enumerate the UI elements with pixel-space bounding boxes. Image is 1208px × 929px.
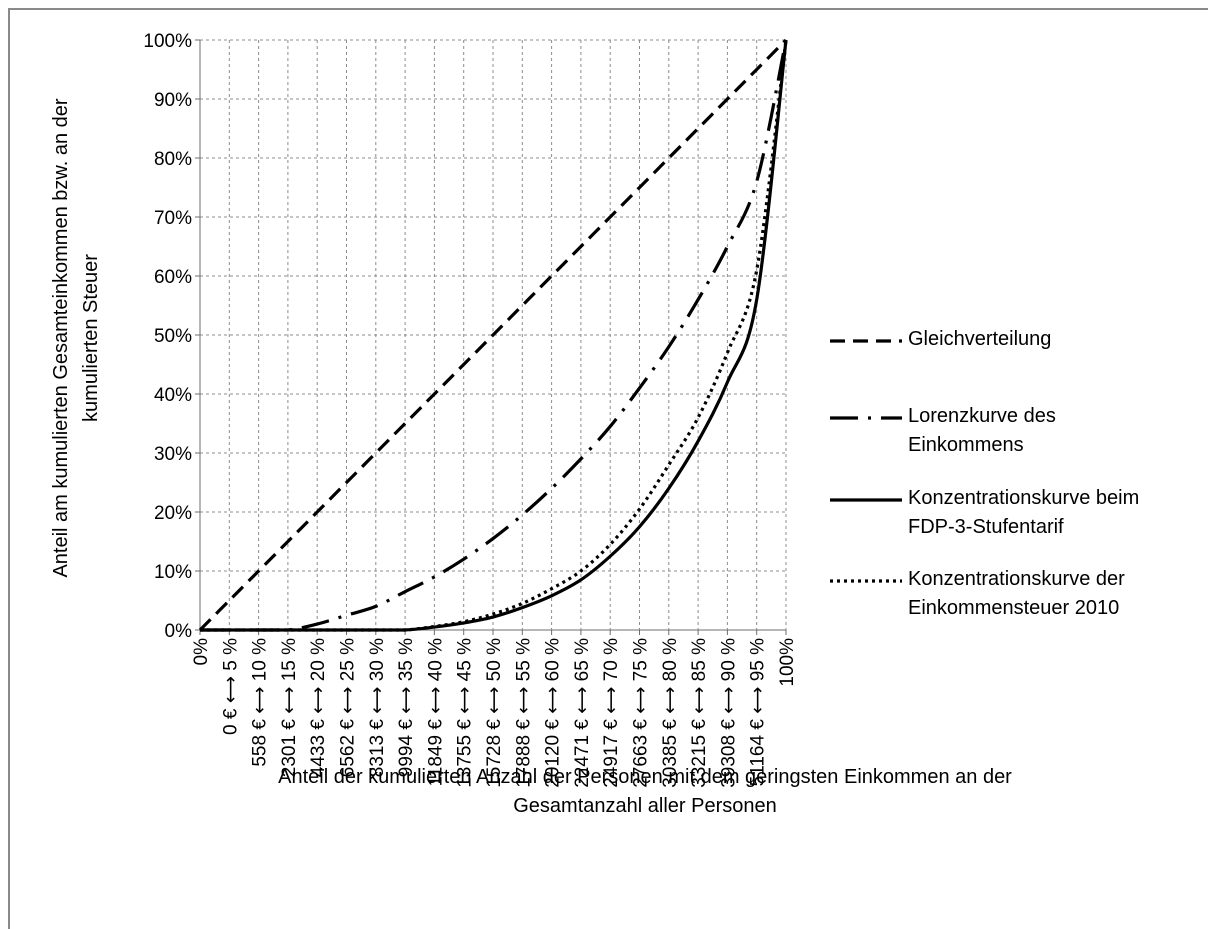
series-gleichverteilung-line bbox=[198, 38, 788, 632]
legend-label: FDP-3-Stufentarif bbox=[908, 516, 1064, 538]
legend: Gleichverteilung Lorenzkurve des Einkommen… bbox=[830, 328, 1139, 619]
x-tick-label: 558 € ⟷ 10 % bbox=[250, 638, 271, 767]
x-tick-label: 13755 € ⟷ 45 % bbox=[455, 638, 476, 788]
y-tick-label: 50% bbox=[154, 326, 192, 347]
x-tick-label: 8313 € ⟷ 30 % bbox=[367, 638, 388, 777]
x-axis-title-line-1: Anteil der kumulierten Anzahl der Person… bbox=[278, 766, 1012, 788]
series-lorenzkurve-line bbox=[200, 39, 788, 632]
y-axis-title: Anteil am kumulierten Gesamteinkommen bz… bbox=[50, 98, 102, 577]
x-tick-label: 20120 € ⟷ 60 % bbox=[543, 638, 564, 788]
y-tick-label: 90% bbox=[154, 90, 192, 111]
y-tick-label: 30% bbox=[154, 444, 192, 465]
legend-label: Konzentrationskurve der bbox=[908, 568, 1125, 590]
x-tick-label: 39308 € ⟷ 90 % bbox=[718, 638, 739, 788]
y-tick-label: 10% bbox=[154, 562, 192, 583]
x-tick-label: 11849 € ⟷ 40 % bbox=[425, 638, 446, 786]
y-tick-label: 70% bbox=[154, 208, 192, 229]
y-tick-label: 60% bbox=[154, 267, 192, 288]
legend-label: Einkommens bbox=[908, 434, 1024, 456]
x-tick-label: 4433 € ⟷ 20 % bbox=[308, 638, 329, 777]
x-axis-title-line-2: Gesamtanzahl aller Personen bbox=[513, 795, 776, 817]
chart-frame bbox=[8, 8, 1208, 929]
legend-label: Einkommensteuer 2010 bbox=[908, 597, 1119, 619]
legend-label: Lorenzkurve des bbox=[908, 405, 1056, 427]
series-fdp-konzentration-line bbox=[200, 39, 788, 632]
x-tick-label: 30385 € ⟷ 80 % bbox=[660, 638, 681, 788]
x-tick-label: 51164 € ⟷ 95 % bbox=[748, 638, 769, 786]
x-tick-label: 22471 € ⟷ 65 % bbox=[572, 638, 593, 788]
y-tick-labels: 0% 10% 20% 30% 40% 50% 60% 70% 80% 90% 100% bbox=[143, 31, 192, 642]
x-tick-label: 24917 € ⟷ 70 % bbox=[601, 638, 622, 788]
x-tick-label: 9994 € ⟷ 35 % bbox=[396, 638, 417, 777]
y-axis-title-line-2: kumulierten Steuer bbox=[80, 254, 102, 422]
x-tick-label: 17888 € ⟷ 55 % bbox=[513, 638, 534, 788]
x-tick-label: 100% bbox=[777, 638, 798, 687]
x-tick-label: 33215 € ⟷ 85 % bbox=[689, 638, 710, 788]
x-tick-label: 27663 € ⟷ 75 % bbox=[631, 638, 652, 788]
series-est2010-konzentration-line bbox=[200, 39, 788, 632]
legend-label: Gleichverteilung bbox=[908, 328, 1051, 350]
y-axis-title-line-1: Anteil am kumulierten Gesamteinkommen bz… bbox=[50, 98, 72, 577]
y-tick-label: 40% bbox=[154, 385, 192, 406]
y-tick-label: 0% bbox=[165, 621, 193, 642]
x-tick-label: 15728 € ⟷ 50 % bbox=[484, 638, 505, 788]
x-tick-label: 2301 € ⟷ 15 % bbox=[279, 638, 300, 777]
y-tick-label: 100% bbox=[143, 31, 192, 52]
x-tick-label: 0 € ⟷ 5 % bbox=[220, 638, 241, 735]
y-tick-label: 20% bbox=[154, 503, 192, 524]
x-axis-title: Anteil der kumulierten Anzahl der Person… bbox=[278, 766, 1012, 817]
legend-label: Konzentrationskurve beim bbox=[908, 487, 1139, 509]
y-tick-label: 80% bbox=[154, 149, 192, 170]
x-tick-labels: 0% 0 € ⟷ 5 % 558 € ⟷ 10 % 2301 € ⟷ 15 % 4433… bbox=[191, 638, 798, 788]
x-tick-label: 6562 € ⟷ 25 % bbox=[338, 638, 359, 777]
x-tick-label: 0% bbox=[191, 638, 212, 666]
series-lines bbox=[198, 38, 788, 632]
